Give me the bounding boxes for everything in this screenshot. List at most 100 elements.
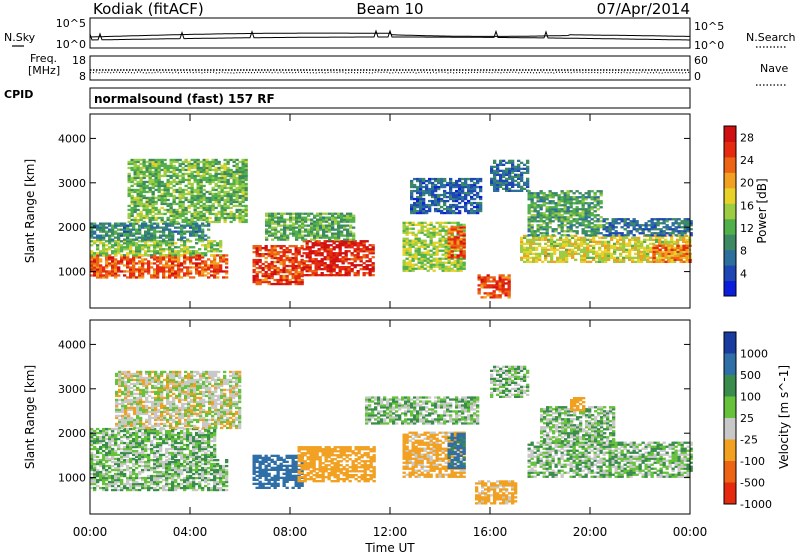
power-cell (402, 249, 406, 252)
power-cell (554, 210, 558, 213)
power-cell (571, 234, 575, 238)
power-cell (565, 248, 569, 251)
power-cell (90, 230, 94, 233)
power-cell (177, 264, 181, 267)
power-cell (235, 192, 239, 196)
power-cell (502, 187, 506, 190)
power-cell (332, 274, 336, 277)
power-cell (169, 180, 173, 184)
power-cell (456, 238, 460, 241)
power-cell (456, 267, 460, 270)
power-cell (578, 212, 582, 215)
power-cell (108, 240, 112, 243)
power-cell (283, 222, 287, 225)
power-cell (547, 248, 551, 251)
power-cell (653, 226, 657, 229)
power-cell (160, 194, 164, 198)
power-cell (297, 251, 301, 254)
power-cell (553, 240, 557, 243)
power-cell (550, 248, 554, 251)
power-cell (196, 212, 200, 216)
power-cell (557, 220, 561, 223)
power-cell (429, 259, 433, 262)
power-cell (456, 221, 460, 224)
power-cell (204, 260, 208, 263)
power-cell (616, 258, 620, 261)
power-cell (504, 294, 508, 297)
power-cell (572, 218, 576, 221)
power-cell (541, 260, 545, 263)
power-cell (520, 177, 524, 180)
power-cell (583, 254, 587, 257)
power-cell (344, 258, 348, 261)
power-cell (273, 247, 277, 250)
power-cell (180, 228, 184, 231)
power-cell (127, 186, 131, 190)
power-data-region (527, 190, 603, 237)
power-cell (620, 234, 624, 237)
power-cell (220, 208, 224, 212)
power-cell (467, 199, 471, 203)
power-cell (661, 256, 665, 259)
power-cell (317, 250, 321, 253)
power-cell (677, 222, 681, 225)
power-cell (148, 208, 152, 212)
power-cell (223, 212, 227, 216)
power-cell (584, 232, 588, 235)
power-cell (563, 194, 567, 197)
power-cell (133, 198, 137, 202)
power-cell (295, 238, 299, 241)
power-cell (205, 204, 209, 208)
power-cell (650, 234, 654, 237)
power-cell (536, 226, 540, 229)
power-cell (162, 230, 166, 233)
power-cell (344, 252, 348, 255)
power-cell (614, 232, 618, 235)
power-cell (102, 270, 106, 273)
power-cell (244, 164, 248, 168)
power-cell (616, 242, 620, 245)
power-cell (655, 252, 659, 255)
power-cell (568, 250, 572, 253)
power-cell (133, 190, 137, 194)
power-cell (340, 212, 344, 215)
power-cell (423, 241, 427, 244)
power-cell (411, 223, 415, 226)
power-cell (446, 191, 450, 195)
power-cell (596, 208, 600, 211)
power-cell (291, 272, 295, 276)
power-cell (467, 211, 471, 215)
power-cell (307, 212, 311, 215)
power-cell (368, 272, 372, 275)
power-cell (352, 238, 356, 241)
power-cell (562, 244, 566, 247)
power-cell (165, 256, 169, 259)
power-cell (195, 250, 199, 253)
power-cell (571, 250, 575, 253)
power-cell (680, 220, 684, 223)
power-cell (625, 248, 629, 251)
power-cell (177, 226, 181, 229)
power-cell (133, 188, 137, 192)
power-cell (462, 238, 466, 241)
power-cell (685, 242, 689, 245)
power-cell (114, 272, 118, 275)
power-cell (530, 230, 534, 233)
power-cell (411, 269, 415, 272)
power-cell (222, 260, 226, 263)
power-cell (413, 185, 417, 189)
power-cell (662, 234, 666, 237)
power-cell (190, 216, 194, 220)
power-cell (141, 260, 145, 263)
power-cell (138, 270, 142, 273)
power-cell (673, 260, 677, 263)
power-cell (447, 240, 451, 243)
power-cell (408, 221, 412, 224)
power-cell (114, 226, 118, 229)
power-cell (319, 224, 323, 227)
power-cell (320, 260, 324, 263)
power-cell (599, 226, 603, 229)
power-cell (198, 238, 202, 241)
power-cell (235, 158, 239, 162)
power-cell (443, 207, 447, 211)
